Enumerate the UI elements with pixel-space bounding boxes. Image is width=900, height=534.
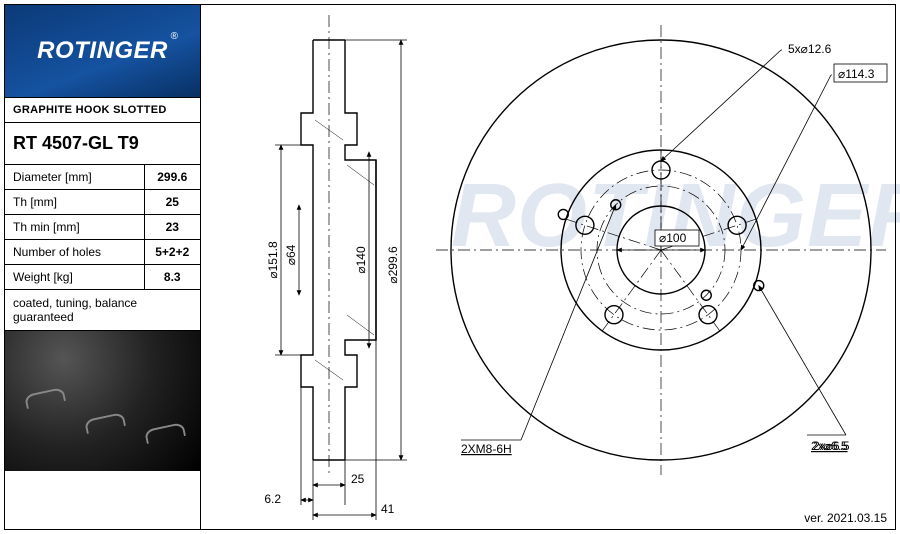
brand-name: ROTINGER: [37, 37, 168, 65]
side-view: ⌀299.6 ⌀140 ⌀151.8 ⌀64 25: [264, 15, 407, 520]
spec-label: Number of holes: [5, 240, 144, 265]
front-view: 5x⌀12.6⌀114.3⌀1002x⌀6.52x⌀6.52XM8-6H: [436, 25, 887, 475]
spec-label: Weight [kg]: [5, 265, 144, 290]
dim-d151: ⌀151.8: [266, 241, 280, 279]
dim-t25: 25: [351, 472, 365, 486]
spec-label: Th [mm]: [5, 190, 144, 215]
table-row: Th min [mm]23: [5, 215, 200, 240]
spec-value: 25: [144, 190, 200, 215]
product-note: coated, tuning, balance guaranteed: [5, 290, 200, 331]
spec-table: Diameter [mm]299.6 Th [mm]25 Th min [mm]…: [5, 165, 200, 290]
dim-t41: 41: [381, 502, 395, 516]
table-row: Th [mm]25: [5, 190, 200, 215]
brand-logo: ROTINGER ®: [5, 5, 200, 97]
table-row: Weight [kg]8.3: [5, 265, 200, 290]
info-panel: ROTINGER ® GRAPHITE HOOK SLOTTED RT 4507…: [5, 5, 201, 529]
dim-t6: 6.2: [264, 492, 281, 506]
spec-label: Th min [mm]: [5, 215, 144, 240]
dim-d64: ⌀64: [284, 244, 298, 265]
part-number: RT 4507-GL T9: [5, 123, 200, 165]
svg-text:2x⌀6.5: 2x⌀6.5: [811, 439, 848, 453]
product-photo: [5, 331, 200, 471]
product-family: GRAPHITE HOOK SLOTTED: [5, 97, 200, 123]
spec-value: 8.3: [144, 265, 200, 290]
spec-value: 299.6: [144, 165, 200, 190]
spec-value: 23: [144, 215, 200, 240]
drawing-svg: ⌀299.6 ⌀140 ⌀151.8 ⌀64 25: [201, 5, 897, 531]
svg-text:⌀114.3: ⌀114.3: [838, 67, 875, 81]
spec-value: 5+2+2: [144, 240, 200, 265]
technical-drawing: ROTINGER: [201, 5, 897, 529]
svg-text:2XM8-6H: 2XM8-6H: [461, 442, 512, 456]
table-row: Diameter [mm]299.6: [5, 165, 200, 190]
drawing-frame: ROTINGER ® GRAPHITE HOOK SLOTTED RT 4507…: [4, 4, 896, 530]
table-row: Number of holes5+2+2: [5, 240, 200, 265]
dim-d140: ⌀140: [354, 246, 368, 274]
dim-d299: ⌀299.6: [386, 246, 400, 284]
svg-text:⌀100: ⌀100: [659, 231, 687, 245]
version-label: ver. 2021.03.15: [804, 511, 887, 525]
registered-mark: ®: [171, 31, 178, 42]
svg-text:5x⌀12.6: 5x⌀12.6: [788, 42, 832, 56]
spec-label: Diameter [mm]: [5, 165, 144, 190]
